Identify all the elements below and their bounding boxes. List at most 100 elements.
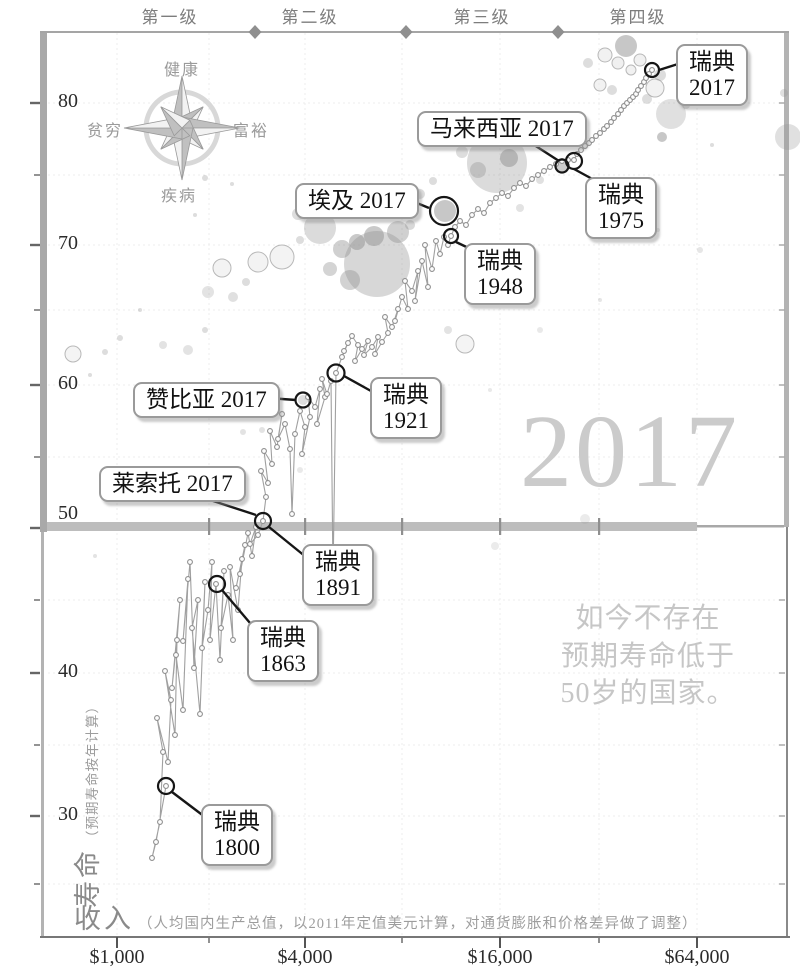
sweden-trail-marker	[180, 638, 186, 644]
sweden-trail-marker	[379, 339, 385, 345]
callout-pointer	[658, 62, 679, 72]
callout-pointer	[268, 526, 307, 558]
x-tick-16000: $16,000	[467, 946, 533, 968]
sweden-trail-marker	[385, 330, 391, 336]
country-bubble	[64, 345, 82, 363]
country-bubble	[247, 251, 269, 273]
country-bubble	[296, 236, 304, 244]
sweden-trail-marker	[157, 819, 163, 825]
country-bubble	[230, 182, 234, 186]
sweden-trail-marker	[415, 268, 421, 274]
country-bubble	[625, 64, 637, 76]
callout-egypt-2017-line-1: 埃及 2017	[308, 188, 406, 213]
sweden-trail-marker	[395, 306, 401, 312]
sweden-trail-marker	[314, 421, 320, 427]
country-bubble	[656, 99, 686, 129]
sweden-trail-marker	[649, 67, 655, 73]
country-bubble	[455, 334, 475, 354]
sweden-trail-marker	[319, 376, 325, 382]
country-bubble	[364, 226, 384, 246]
sweden-trail-marker	[247, 541, 253, 547]
country-bubble	[323, 262, 337, 276]
callout-sweden-1921: 瑞典 1921	[370, 377, 442, 439]
top-border	[40, 31, 789, 33]
sweden-trail-marker	[341, 348, 347, 354]
sweden-trail-marker	[218, 625, 224, 631]
x-tick-1000: $1,000	[89, 946, 145, 968]
country-bubble	[429, 177, 437, 185]
sweden-trail-marker	[499, 190, 505, 196]
compass-point-light	[160, 106, 191, 129]
callout-lesotho-2017: 莱索托 2017	[99, 466, 246, 502]
country-bubble	[597, 47, 613, 63]
country-bubble	[183, 345, 193, 355]
sweden-trail-marker	[180, 707, 186, 713]
x-axis-line	[40, 936, 790, 938]
sweden-trail-marker	[177, 597, 183, 603]
country-bubble	[491, 542, 499, 550]
callout-sweden-1800-line-1: 瑞典	[214, 809, 260, 834]
y-tick-80: 80	[58, 90, 78, 112]
sweden-trail-marker	[275, 436, 281, 442]
sweden-trail-marker	[638, 83, 644, 89]
sweden-trail-marker	[422, 242, 428, 248]
watermark-2017: 2017	[520, 394, 740, 509]
country-bubble	[333, 240, 351, 258]
country-bubble	[607, 85, 617, 95]
sweden-trail-marker	[392, 318, 398, 324]
sweden-trail-marker	[302, 424, 308, 430]
level-1-label: 第一级	[141, 8, 199, 27]
callout-lesotho-2017-line-1: 莱索托 2017	[112, 471, 233, 496]
y-axis-title: 寿命 （预期寿命按年计算）	[66, 699, 105, 908]
country-bubble	[633, 53, 647, 67]
country-bubble	[580, 514, 590, 524]
compass-disease-label: 疾病	[160, 188, 197, 205]
callout-sweden-2017-line-2: 2017	[689, 74, 735, 100]
sweden-trail-marker	[324, 391, 330, 397]
right-axis-bar	[784, 32, 789, 527]
country-bubble	[193, 213, 197, 217]
no-country-below-50-caption: 如今不存在 预期寿命低于 50岁的国家。	[528, 600, 768, 713]
callout-pointer	[221, 589, 251, 624]
y-tick-70: 70	[58, 232, 78, 254]
callout-sweden-1948-line-1: 瑞典	[477, 248, 523, 273]
x-axis-title-main: 收入	[74, 904, 134, 934]
highlighted-point	[428, 195, 460, 227]
country-bubble	[240, 429, 246, 435]
level-boundary-diamond	[399, 25, 413, 39]
level-4-label: 第四级	[609, 8, 667, 27]
x-tick-4000: $4,000	[277, 946, 333, 968]
sweden-trail-marker	[475, 206, 481, 212]
country-bubble	[117, 335, 123, 341]
country-bubble	[598, 298, 602, 302]
caption-line-3: 50岁的国家。	[560, 678, 736, 710]
sweden-trail-marker	[402, 278, 408, 284]
sweden-trail-marker	[261, 448, 267, 454]
sweden-trail-marker	[237, 571, 243, 577]
band-tick	[598, 518, 601, 535]
sweden-trail-marker	[269, 461, 275, 467]
highlighted-point	[554, 158, 570, 174]
sweden-trail-marker	[174, 637, 180, 643]
country-bubble	[642, 94, 652, 104]
sweden-trail-marker	[267, 428, 273, 434]
sweden-trail-marker	[255, 532, 261, 538]
sweden-trail-marker	[412, 298, 418, 304]
band-tick	[304, 518, 307, 535]
y-axis-title-sub: （预期寿命按年计算）	[85, 699, 100, 844]
sweden-trail-marker	[493, 195, 499, 201]
sweden-trail-marker	[265, 480, 271, 486]
compass-health-label: 健康	[163, 62, 200, 79]
country-bubble	[645, 78, 665, 98]
sweden-trail-marker	[578, 147, 584, 153]
callout-zambia-2017: 赞比亚 2017	[133, 382, 280, 418]
callout-sweden-1921-line-1: 瑞典	[383, 382, 429, 407]
country-bubble	[304, 212, 336, 244]
sweden-trail-marker	[618, 107, 624, 113]
callout-sweden-1975-line-1: 瑞典	[598, 182, 644, 207]
sweden-trail-marker	[163, 783, 169, 789]
sweden-trail-marker	[195, 597, 201, 603]
sweden-trail-marker	[511, 185, 517, 191]
sweden-trail-marker	[523, 183, 529, 189]
